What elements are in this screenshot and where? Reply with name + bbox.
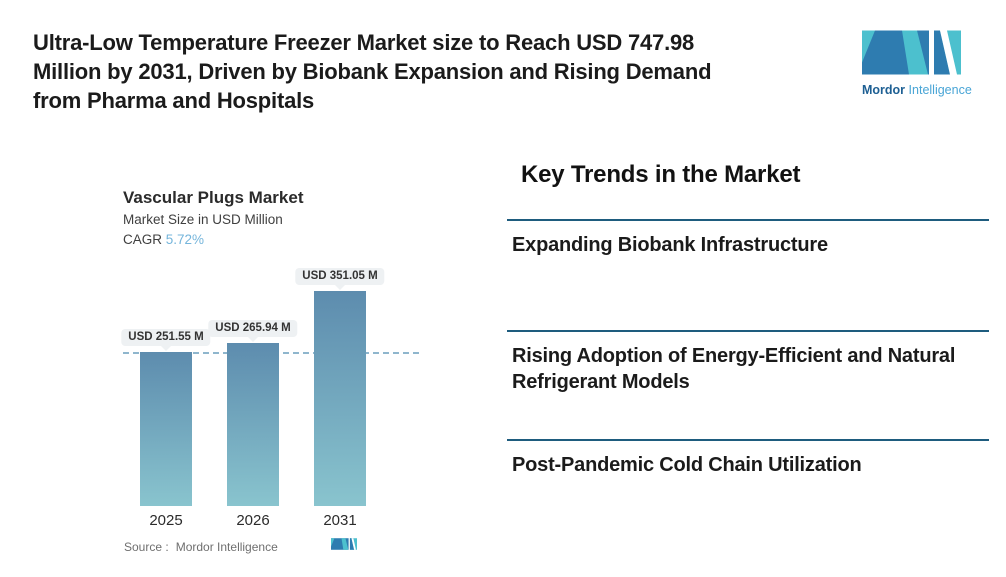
value-label-bubble: USD 351.05 M — [295, 268, 385, 285]
page-title: Ultra-Low Temperature Freezer Market siz… — [33, 28, 843, 115]
source-label: Source : — [124, 540, 169, 554]
x-axis-label-2031: 2031 — [323, 512, 357, 529]
bubble-caret — [335, 285, 345, 290]
brand-logo: Mordor Intelligence — [862, 30, 972, 97]
trend-item-label: Rising Adoption of Energy-Efficient and … — [512, 345, 956, 393]
trend-row-biobank: Expanding Biobank Infrastructure — [507, 219, 989, 258]
trend-item-label: Post-Pandemic Cold Chain Utilization — [512, 454, 862, 476]
page-title-line: from Pharma and Hospitals — [33, 88, 315, 113]
bar-chart-plot: USD 251.55 M 2025 USD 265.94 M 2026 USD 351.… — [120, 260, 440, 529]
cagr-label: CAGR — [123, 232, 163, 247]
trend-row-energy-efficient: Rising Adoption of Energy-Efficient and … — [507, 330, 989, 395]
chart-source: Source : Mordor Intelligence — [124, 540, 278, 554]
bubble-caret — [161, 346, 171, 351]
page-title-line: Ultra-Low Temperature Freezer Market siz… — [33, 30, 695, 55]
cagr-value: 5.72% — [165, 232, 205, 247]
brand-name-light: Intelligence — [908, 83, 972, 97]
brand-logo-text: Mordor Intelligence — [862, 83, 972, 97]
key-trends-heading: Key Trends in the Market — [521, 161, 801, 188]
bar-2031 — [314, 291, 366, 506]
bar-2025 — [140, 352, 192, 506]
mordor-intelligence-logo-icon — [862, 30, 961, 75]
chart-subtitle: Market Size in USD Million — [123, 212, 283, 227]
chart-title: Vascular Plugs Market — [123, 188, 304, 207]
page-title-line: Million by 2031, Driven by Biobank Expan… — [33, 59, 712, 84]
value-label-bubble: USD 251.55 M — [121, 329, 211, 346]
brand-name-bold: Mordor — [862, 83, 906, 97]
value-label-bubble: USD 265.94 M — [208, 320, 298, 337]
source-value: Mordor Intelligence — [175, 540, 278, 554]
trend-row-cold-chain: Post-Pandemic Cold Chain Utilization — [507, 439, 989, 478]
mordor-intelligence-mini-logo-icon — [331, 538, 357, 550]
chart-cagr: CAGR 5.72% — [123, 232, 204, 247]
bar-2026 — [227, 343, 279, 506]
x-axis-label-2026: 2026 — [236, 512, 270, 529]
bubble-caret — [248, 337, 258, 342]
trend-item-label: Expanding Biobank Infrastructure — [512, 234, 828, 256]
x-axis-label-2025: 2025 — [149, 512, 183, 529]
